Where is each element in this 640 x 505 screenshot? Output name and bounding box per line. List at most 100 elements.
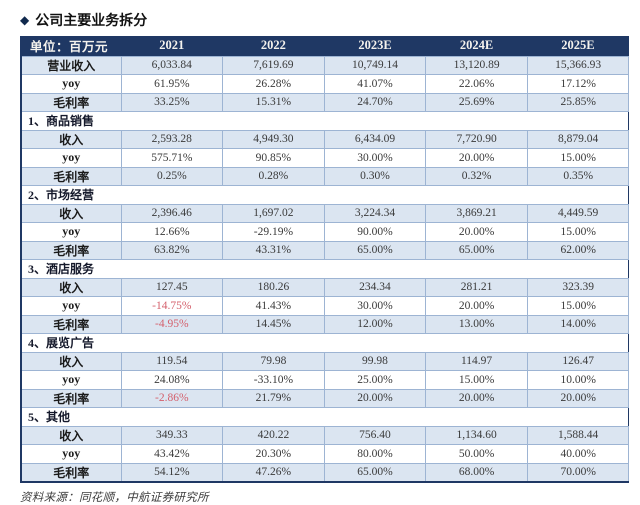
row-label: 毛利率 [20,462,122,482]
cell-value: 54.12% [120,462,224,482]
cell-value: 1,588.44 [526,425,630,445]
row-label: yoy [20,222,122,242]
cell-value: 4,949.30 [222,129,325,149]
section-header: 1、商品销售 [21,111,629,131]
section-header: 2、市场经营 [21,185,629,205]
cell-value: 127.45 [120,277,224,297]
cell-value: 281.21 [425,277,528,297]
cell-value: 15,366.93 [526,55,630,75]
cell-value: 62.00% [526,240,630,260]
cell-value: 2,396.46 [120,203,224,223]
cell-value: 10.00% [526,370,630,390]
year-column-header: 2021 [121,36,223,56]
cell-value: 20.00% [425,222,528,242]
cell-value: 65.00% [425,240,528,260]
cell-value: 25.69% [425,92,528,112]
table-row: 收入 119.54 79.98 99.98 114.97 126.47 [20,351,630,371]
cell-value: 4,449.59 [526,203,630,223]
cell-value: 323.39 [526,277,630,297]
row-label: yoy [20,296,122,316]
cell-value: 575.71% [120,148,224,168]
cell-value: 26.28% [222,74,325,94]
cell-value: 20.00% [425,148,528,168]
cell-value: 43.42% [120,444,224,464]
cell-value: 41.43% [222,296,325,316]
cell-value: 0.30% [323,166,427,186]
cell-value: 41.07% [323,74,427,94]
cell-value: 70.00% [526,462,630,482]
cell-value: 33.25% [120,92,224,112]
row-label: 毛利率 [20,166,122,186]
row-label: 毛利率 [20,92,122,112]
cell-value: 0.25% [120,166,224,186]
section-row: 4、展览广告 [21,333,629,353]
section-row: 2、市场经营 [21,185,629,205]
cell-value: 8,879.04 [526,129,630,149]
cell-value: 17.12% [526,74,630,94]
cell-value: 20.00% [425,296,528,316]
cell-value: 65.00% [323,462,427,482]
section-header: 5、其他 [21,407,629,427]
cell-value: 14.45% [222,314,325,334]
cell-value: 80.00% [323,444,427,464]
table-row: 毛利率 33.25% 15.31% 24.70% 25.69% 25.85% [20,92,630,112]
cell-value: 15.00% [526,222,630,242]
year-column-header: 2025E [527,36,629,56]
table-row: yoy 61.95% 26.28% 41.07% 22.06% 17.12% [20,74,630,94]
table-row: 毛利率 63.82% 43.31% 65.00% 65.00% 62.00% [20,240,630,260]
cell-value: 126.47 [526,351,630,371]
cell-value: 3,224.34 [323,203,427,223]
diamond-bullet-icon: ◆ [20,12,30,27]
cell-value: 25.00% [323,370,427,390]
table-row: 毛利率 -4.95% 14.45% 12.00% 13.00% 14.00% [20,314,630,334]
cell-value: 6,434.09 [323,129,427,149]
cell-value: 420.22 [222,425,325,445]
cell-value: 119.54 [120,351,224,371]
figure-title-line: ◆ 公司主要业务拆分 [20,10,628,30]
cell-value: 20.30% [222,444,325,464]
cell-value: -29.19% [222,222,325,242]
table-row: 毛利率 54.12% 47.26% 65.00% 68.00% 70.00% [20,462,630,482]
row-label: 毛利率 [20,388,122,408]
cell-value: 20.00% [425,388,528,408]
cell-value: -33.10% [222,370,325,390]
row-label: 毛利率 [20,314,122,334]
cell-value: 40.00% [526,444,630,464]
cell-value: 15.31% [222,92,325,112]
figure-title: 公司主要业务拆分 [35,14,148,29]
year-column-header: 2022 [222,36,325,56]
row-label: 毛利率 [20,240,122,260]
cell-value: 22.06% [425,74,528,94]
section-row: 3、酒店服务 [21,259,629,279]
cell-value: 24.70% [323,92,427,112]
cell-value: 13.00% [425,314,528,334]
table-body: 营业收入 6,033.84 7,619.69 10,749.14 13,120.89 15… [20,55,630,482]
cell-value: 3,869.21 [425,203,528,223]
row-label: 收入 [20,425,122,445]
cell-value: 15.00% [526,296,630,316]
cell-value: -4.95% [120,314,224,334]
row-label: yoy [20,370,122,390]
table-row: 收入 349.33 420.22 756.40 1,134.60 1,588.44 [20,425,630,445]
header-row: 单位：百万元 2021 2022 2023E 2024E 2025E [21,36,629,56]
cell-value: 0.35% [526,166,630,186]
row-label: yoy [20,148,122,168]
section-row: 1、商品销售 [21,111,629,131]
row-label: 收入 [20,351,122,371]
cell-value: 15.00% [526,148,630,168]
cell-value: 50.00% [425,444,528,464]
row-label: yoy [20,74,122,94]
row-label: yoy [20,444,122,464]
table-row: yoy 12.66% -29.19% 90.00% 20.00% 15.00% [20,222,630,242]
cell-value: 20.00% [323,388,427,408]
cell-value: 99.98 [323,351,427,371]
row-label: 收入 [20,203,122,223]
cell-value: 6,033.84 [120,55,224,75]
cell-value: 234.34 [323,277,427,297]
unit-label: 单位：百万元 [21,36,121,56]
table-row: 毛利率 0.25% 0.28% 0.30% 0.32% 0.35% [20,166,630,186]
cell-value: 114.97 [425,351,528,371]
row-label: 收入 [20,277,122,297]
table-row: yoy 43.42% 20.30% 80.00% 50.00% 40.00% [20,444,630,464]
